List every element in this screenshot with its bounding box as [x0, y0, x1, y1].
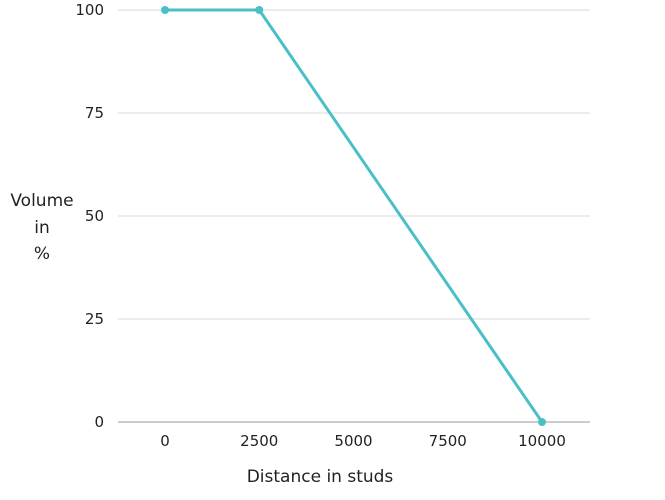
y-tick-label: 75: [85, 104, 104, 122]
y-axis-title-line: %: [34, 244, 50, 264]
data-point[interactable]: [161, 6, 169, 14]
x-axis-tick-labels: 0 2500 5000 7500 10000: [160, 432, 566, 450]
y-tick-label: 50: [85, 207, 104, 225]
y-tick-label: 0: [94, 413, 104, 431]
x-tick-label: 10000: [518, 432, 566, 450]
y-axis-title-line: in: [34, 218, 50, 238]
y-axis-tick-labels: 0 25 50 75 100: [75, 1, 104, 431]
data-point[interactable]: [255, 6, 264, 14]
y-tick-label: 25: [85, 310, 104, 328]
x-tick-label: 5000: [334, 432, 372, 450]
y-axis-title: Volume in %: [10, 191, 73, 264]
series: [161, 6, 546, 426]
data-point[interactable]: [538, 418, 546, 426]
x-tick-label: 2500: [240, 432, 278, 450]
y-axis-title-line: Volume: [10, 191, 73, 211]
y-tick-label: 100: [75, 1, 104, 19]
x-tick-label: 7500: [429, 432, 467, 450]
x-axis-title: Distance in studs: [247, 467, 394, 487]
gridlines: [118, 9, 590, 423]
x-tick-label: 0: [160, 432, 170, 450]
